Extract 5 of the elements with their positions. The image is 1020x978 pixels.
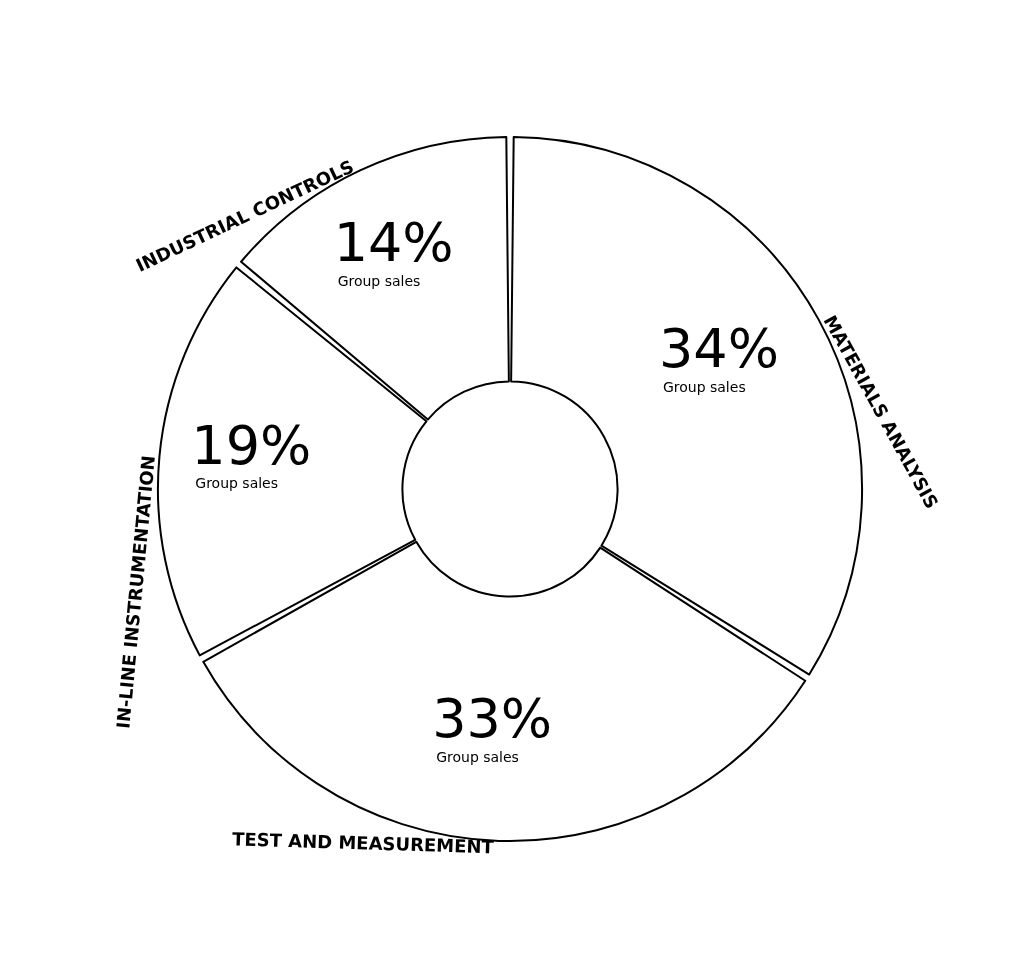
slice-label: TEST AND MEASUREMENT	[231, 828, 495, 858]
data-label: 19% Group sales	[191, 413, 312, 492]
data-label: 34% Group sales	[658, 317, 779, 395]
data-label: 33% Group sales	[432, 687, 553, 765]
data-label: 14% Group sales	[333, 211, 454, 289]
